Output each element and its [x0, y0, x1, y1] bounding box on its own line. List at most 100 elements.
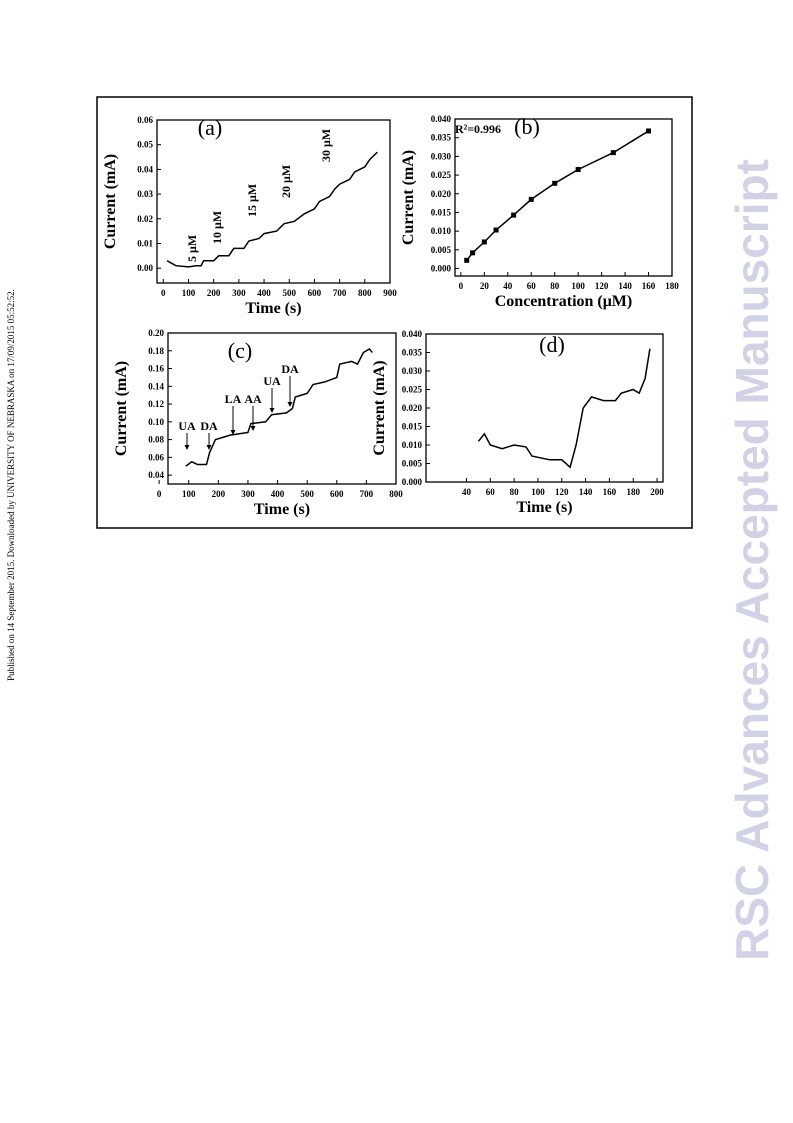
x-tick-label: 500 [300, 489, 314, 499]
y-tick-label: 0.040 [402, 329, 423, 339]
plot-frame [156, 119, 391, 284]
x-tick-label: 800 [358, 288, 372, 298]
y-tick-label: 0.020 [431, 189, 452, 199]
x-tick-label: 20 [480, 281, 490, 291]
x-tick-label: 160 [603, 487, 617, 497]
y-tick-label: 0.12 [148, 399, 164, 409]
figure-frame [96, 96, 693, 529]
y-tick-label: 0.04 [137, 164, 153, 174]
y-axis-label: Current (mA) [102, 154, 119, 249]
y-tick-label: 0.06 [137, 115, 153, 125]
y-tick-label: 0.00 [137, 263, 153, 273]
data-line [166, 151, 378, 268]
x-tick-label: 80 [510, 487, 520, 497]
x-tick-label: 300 [232, 288, 246, 298]
plot-frame [454, 118, 673, 277]
y-axis-label: Current (mA) [113, 361, 130, 456]
data-marker [470, 250, 476, 256]
x-tick-label: 400 [271, 489, 285, 499]
annotation: 10 μM [210, 211, 224, 244]
x-tick-label: 40 [462, 487, 472, 497]
y-tick-label: 0.010 [431, 226, 452, 236]
annotation: 30 μM [319, 129, 333, 162]
y-tick-label: 0.14 [148, 381, 164, 391]
y-tick-label: 0.015 [431, 207, 452, 217]
x-tick-label: 100 [531, 487, 545, 497]
annotation: LA [225, 392, 242, 406]
arrow-head [287, 402, 293, 407]
y-tick-label: 0.025 [431, 170, 452, 180]
x-tick-label: 60 [486, 487, 496, 497]
x-tick-label: 100 [182, 288, 196, 298]
x-tick-label: 40 [503, 281, 513, 291]
data-marker [464, 257, 470, 263]
y-tick-label: 0.020 [402, 403, 423, 413]
arrow-head [230, 430, 236, 435]
annotation: 5 μM [185, 235, 199, 262]
y-tick-label: 0.030 [402, 366, 423, 376]
y-tick-label: 0.16 [148, 364, 164, 374]
x-tick-label: 140 [618, 281, 632, 291]
y-tick-label: 0.18 [148, 346, 164, 356]
x-tick-label: 120 [555, 487, 569, 497]
data-marker [528, 196, 534, 202]
x-tick-label: 800 [389, 489, 403, 499]
data-marker [493, 227, 499, 233]
x-tick-label: 200 [212, 489, 226, 499]
y-tick-label: 0.02 [137, 214, 153, 224]
y-axis-label: Current (mA) [400, 150, 417, 245]
y-tick-label: 0.035 [402, 348, 423, 358]
y-tick-label: 0.025 [402, 385, 423, 395]
x-tick-label: 600 [330, 489, 344, 499]
y-tick-label: 0.08 [148, 435, 164, 445]
data-line [477, 348, 651, 469]
x-tick-label: 200 [650, 487, 664, 497]
annotation: DA [281, 362, 299, 376]
x-tick-label: 120 [595, 281, 609, 291]
panel-label: (a) [198, 115, 222, 140]
annotation: R²=0.996 [455, 122, 501, 136]
annotation: UA [178, 419, 196, 433]
x-tick-label: 100 [182, 489, 196, 499]
x-tick-label: 140 [579, 487, 593, 497]
x-axis-label: Concentration (μM) [495, 293, 632, 310]
y-tick-label: 0.000 [431, 264, 452, 274]
y-tick-label: 0.005 [431, 245, 452, 255]
x-axis-label: Time (s) [245, 300, 301, 317]
y-tick-label: 0.20 [148, 328, 164, 338]
y-tick-label: 0.015 [402, 422, 423, 432]
data-line [185, 348, 373, 467]
x-tick-label: 700 [360, 489, 374, 499]
y-tick-label: 0.06 [148, 452, 164, 462]
x-tick-label: 180 [665, 281, 679, 291]
arrow-head [269, 408, 275, 413]
y-axis-label: Current (mA) [371, 360, 388, 455]
data-marker [511, 212, 517, 218]
x-tick-label: 700 [333, 288, 347, 298]
data-line [466, 130, 649, 261]
plot-frame [167, 332, 397, 485]
annotation: AA [244, 392, 262, 406]
data-marker [575, 166, 581, 172]
arrow-head [184, 445, 190, 450]
panel-label: (d) [539, 332, 565, 357]
x-tick-label: 900 [383, 288, 397, 298]
x-tick-label: 0 [157, 489, 162, 499]
annotation: 20 μM [279, 165, 293, 198]
annotation: DA [200, 419, 218, 433]
x-tick-label: 180 [626, 487, 640, 497]
y-tick-label: 0.10 [148, 417, 164, 427]
x-tick-label: 600 [308, 288, 322, 298]
x-tick-label: 500 [282, 288, 296, 298]
x-axis-label: Time (s) [516, 499, 572, 516]
y-tick-label: 0.030 [431, 151, 452, 161]
data-marker [610, 150, 616, 156]
arrow-head [206, 445, 212, 450]
x-tick-label: 60 [527, 281, 537, 291]
x-tick-label: 80 [550, 281, 560, 291]
y-tick-label: 0.010 [402, 440, 423, 450]
y-tick-label: 0.040 [431, 114, 452, 124]
x-tick-label: 160 [642, 281, 656, 291]
y-tick-label: 0.000 [402, 477, 423, 487]
